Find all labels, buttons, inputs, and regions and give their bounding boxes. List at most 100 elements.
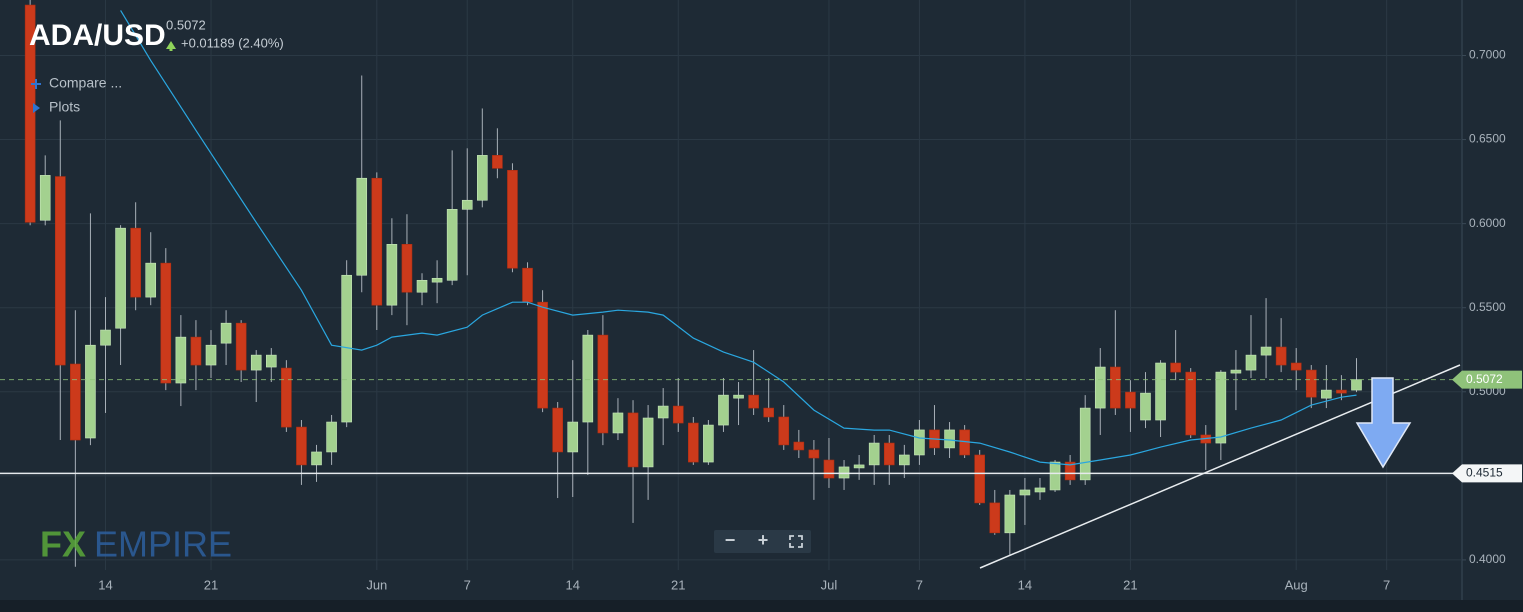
candle-body <box>853 464 865 469</box>
last-price-label: 0.5072 <box>1466 372 1503 386</box>
candle-body <box>100 329 111 346</box>
candle-body <box>793 441 805 451</box>
y-tick-label: 0.6000 <box>1469 216 1506 230</box>
candle-body <box>446 209 458 281</box>
candle-body <box>386 244 398 306</box>
candle-body <box>1049 461 1061 491</box>
triangle-icon <box>33 103 40 113</box>
candle-body <box>175 336 187 384</box>
candle-body <box>1140 392 1151 421</box>
candle-body <box>1004 494 1016 534</box>
candle-body <box>39 175 51 221</box>
candle-body <box>220 322 232 344</box>
candle-body <box>582 334 594 423</box>
candle-body <box>657 405 669 419</box>
fullscreen-button[interactable] <box>789 535 803 548</box>
plots-item[interactable]: Plots <box>33 99 80 115</box>
symbol: ADA/USD <box>29 19 166 52</box>
candle-body <box>748 394 759 409</box>
candle-body <box>537 301 548 409</box>
candle-body <box>1094 366 1106 409</box>
candle-body <box>401 244 413 293</box>
watermark: FX EMPIRE <box>40 524 232 565</box>
candle-body <box>1034 487 1046 493</box>
candle-body <box>718 394 729 426</box>
candle-body <box>371 177 383 306</box>
zoom-panel <box>714 530 811 553</box>
candle-body <box>326 421 337 453</box>
candle-body <box>597 334 609 434</box>
candle-body <box>1125 391 1136 409</box>
bottom-strip <box>0 600 1523 612</box>
candle-body <box>703 424 714 463</box>
candle-body <box>130 227 141 298</box>
y-tick-label: 0.4000 <box>1469 552 1506 566</box>
candle-body <box>1170 362 1181 373</box>
candle-body <box>54 176 66 366</box>
candle-body <box>1245 354 1257 371</box>
candle-body <box>416 279 428 293</box>
candle-body <box>190 336 202 366</box>
x-tick-label: 14 <box>566 577 580 592</box>
candle-body <box>974 454 985 504</box>
candle-body <box>235 322 247 371</box>
menu-item[interactable]: Compare ... <box>49 75 122 91</box>
candle-body <box>1275 346 1287 366</box>
zoom-in[interactable]: + <box>758 530 769 550</box>
candle-body <box>868 442 880 466</box>
change: +0.01189 (2.40%) <box>181 35 284 50</box>
moving-average <box>120 10 1357 466</box>
zoom-out[interactable]: − <box>725 530 736 550</box>
support-tag <box>1452 464 1522 483</box>
plus-icon <box>31 79 41 89</box>
candle-body <box>522 267 533 303</box>
candle-body <box>944 429 955 449</box>
candle-body <box>492 155 503 169</box>
candle-body <box>627 412 639 468</box>
watermark-empire: EMPIRE <box>94 524 232 565</box>
candle-body <box>281 367 292 428</box>
candle-body <box>431 277 443 283</box>
candle-body <box>205 344 217 366</box>
candle-body <box>567 421 579 453</box>
menu-item[interactable]: Plots <box>49 99 80 115</box>
x-tick-label: 14 <box>1018 577 1032 592</box>
x-tick-label: 21 <box>671 577 685 592</box>
plot-area <box>0 0 1462 567</box>
candle-body <box>1260 346 1272 356</box>
candle-body <box>1321 389 1332 399</box>
candle-body <box>265 354 277 368</box>
x-tick-label: Aug <box>1285 577 1308 592</box>
candle-body <box>838 466 850 479</box>
candle-body <box>672 405 684 424</box>
y-tick-label: 0.5500 <box>1469 300 1506 314</box>
x-tick-label: 21 <box>1123 577 1137 592</box>
candle-body <box>1351 379 1362 391</box>
candle-body <box>1290 362 1302 371</box>
up-icon-stem <box>169 46 173 51</box>
candle-body <box>24 4 36 223</box>
candle-body <box>1019 489 1031 496</box>
candle-body <box>914 429 925 456</box>
candle-body <box>296 426 307 466</box>
candle-body <box>823 459 835 479</box>
candle-body <box>1110 366 1121 409</box>
candle-body <box>250 354 262 371</box>
x-tick-label: Jul <box>821 577 838 592</box>
labels: 0.40000.45000.50000.55000.60000.65000.70… <box>98 48 1522 592</box>
candle-body <box>1215 371 1227 444</box>
candle-body <box>899 454 910 466</box>
x-tick-label: 7 <box>1383 577 1390 592</box>
candle-body <box>1079 407 1091 481</box>
x-tick-label: 7 <box>916 577 923 592</box>
compare-item[interactable]: Compare ... <box>31 75 122 91</box>
candle-body <box>1064 461 1076 481</box>
candle-body <box>612 412 624 434</box>
support-label: 0.4515 <box>1466 465 1503 479</box>
candle-body <box>160 262 172 384</box>
candle-body <box>1185 371 1197 436</box>
up-icon <box>166 41 176 49</box>
x-tick-label: 21 <box>204 577 218 592</box>
